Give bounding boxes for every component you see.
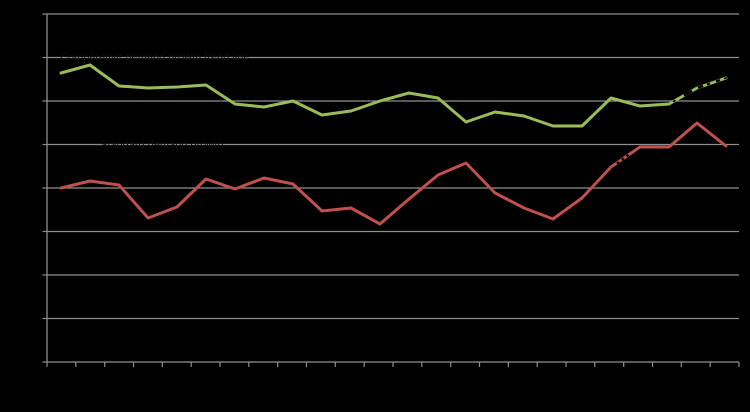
svg-text:Standard demand growth: Standard demand growth [100,139,224,151]
svg-text:Comparative demand growth tren: Comparative demand growth trend line [60,51,250,63]
